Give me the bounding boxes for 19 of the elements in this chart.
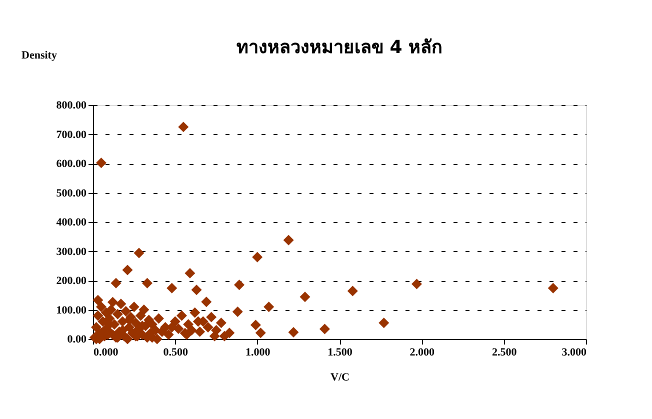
y-tick-label: 500.00 (56, 187, 87, 200)
y-tick-label: 300.00 (56, 246, 87, 258)
y-tick-label: 0.00 (67, 334, 87, 346)
y-tick-label: 700.00 (56, 128, 87, 141)
x-tick-label: 1.000 (245, 346, 271, 358)
x-tick-label: 1.500 (328, 346, 353, 358)
x-tick-label: 3.000 (562, 346, 587, 358)
y-tick-label: 200.00 (56, 275, 87, 287)
x-tick-label: 2.000 (410, 346, 436, 358)
x-tick-label: 2.500 (492, 346, 518, 358)
y-tick-label: 600.00 (56, 158, 87, 170)
x-tick-label: 0.000 (94, 346, 119, 358)
y-axis-title: Density (22, 50, 58, 62)
y-tick-label: 400.00 (56, 216, 87, 228)
x-tick-label: 0.500 (163, 346, 189, 358)
y-tick-label: 800.00 (56, 100, 87, 112)
chart-title: ทางหลวงหมายเลข 4 หลัก (236, 37, 443, 58)
y-tick-label: 100.00 (56, 304, 87, 316)
x-axis-title: V/C (330, 372, 350, 384)
